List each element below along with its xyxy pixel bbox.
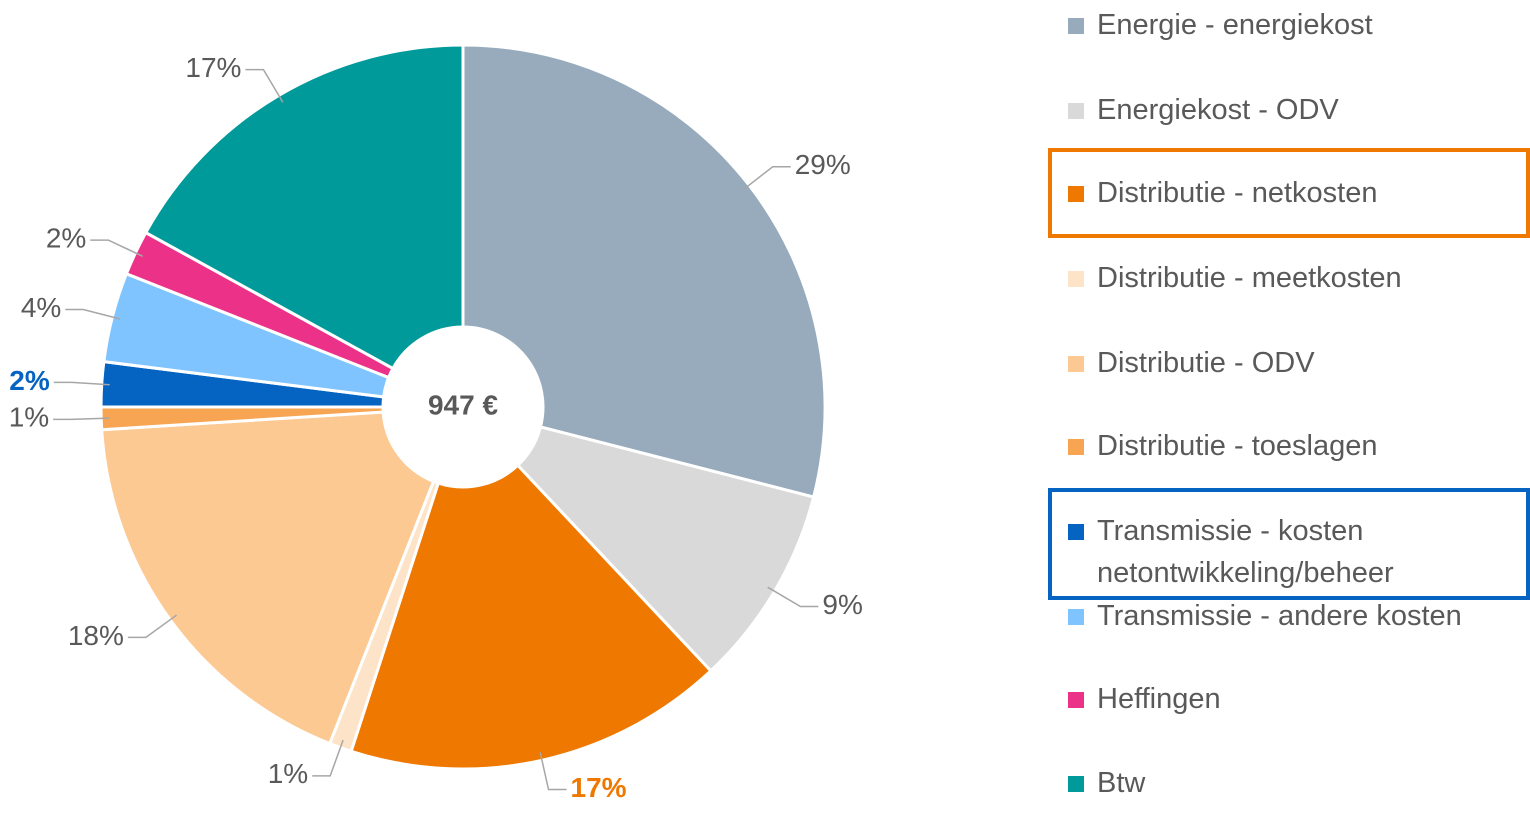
legend-item: Distributie - toeslagen [1068, 425, 1530, 467]
leader-line [53, 417, 110, 421]
legend-label: Btw [1097, 767, 1146, 799]
center-label: 947 € [428, 389, 498, 420]
leader-line [90, 239, 144, 257]
legend-item: Energiekost - ODV [1068, 89, 1530, 131]
leader-line [539, 752, 567, 791]
leader-line [53, 381, 110, 386]
data-label: 17% [185, 52, 241, 83]
legend-swatch [1068, 524, 1084, 540]
leader-line [742, 165, 791, 191]
legend-label: Distributie - netkosten [1097, 177, 1378, 209]
legend-swatch [1068, 692, 1084, 708]
legend-label: Heffingen [1097, 683, 1221, 715]
pie-slice [461, 43, 827, 499]
legend-swatch [1068, 186, 1084, 202]
data-label: 1% [9, 402, 49, 433]
legend-label: Distributie - meetkosten [1097, 262, 1402, 294]
data-label: 1% [268, 758, 308, 789]
legend-item: Transmissie - andere kosten [1068, 595, 1530, 637]
leader-line [767, 586, 819, 608]
highlight-box [1048, 488, 1530, 600]
pie-slice [143, 43, 465, 371]
legend-item: Btw [1068, 762, 1530, 804]
legend-label: Transmissie - kosten netontwikkeling/beh… [1097, 515, 1394, 589]
legend-item: Distributie - meetkosten [1068, 257, 1530, 299]
legend-item: Distributie - netkosten [1068, 172, 1530, 214]
leader-line [312, 739, 344, 777]
pie-slice [515, 425, 816, 674]
legend-swatch [1068, 776, 1084, 792]
data-label: 2% [46, 222, 86, 253]
data-label: 4% [21, 292, 61, 323]
pie-slice [100, 410, 436, 746]
pie-area: 29% 9% 17% 1% 18% 1% 2% 4% 2% 17% 947 € [9, 43, 863, 803]
pie-slice [349, 463, 713, 771]
data-label: 9% [822, 589, 862, 620]
legend-swatch [1068, 439, 1084, 455]
legend-swatch [1068, 609, 1084, 625]
legend-item: Distributie - ODV [1068, 342, 1530, 384]
legend-label: Distributie - ODV [1097, 347, 1315, 379]
legend-swatch [1068, 356, 1084, 372]
leader-line [65, 308, 121, 320]
legend-label: Energie - energiekost [1097, 9, 1373, 41]
legend-label: Energiekost - ODV [1097, 94, 1339, 126]
legend-swatch [1068, 271, 1084, 287]
data-label: 17% [571, 772, 627, 803]
legend-item: Heffingen [1068, 678, 1530, 720]
data-label: 18% [68, 620, 124, 651]
legend-item: Transmissie - kosten netontwikkeling/beh… [1068, 510, 1530, 594]
leader-line [245, 68, 284, 103]
legend-swatch [1068, 103, 1084, 119]
data-label: 29% [795, 149, 851, 180]
highlight-box [1048, 148, 1530, 238]
legend-label: Distributie - toeslagen [1097, 430, 1378, 462]
legend-item: Energie - energiekost [1068, 4, 1530, 46]
legend-label: Transmissie - andere kosten [1097, 600, 1462, 632]
legend-swatch [1068, 18, 1084, 34]
leader-line [127, 614, 178, 639]
data-label: 2% [9, 365, 50, 396]
